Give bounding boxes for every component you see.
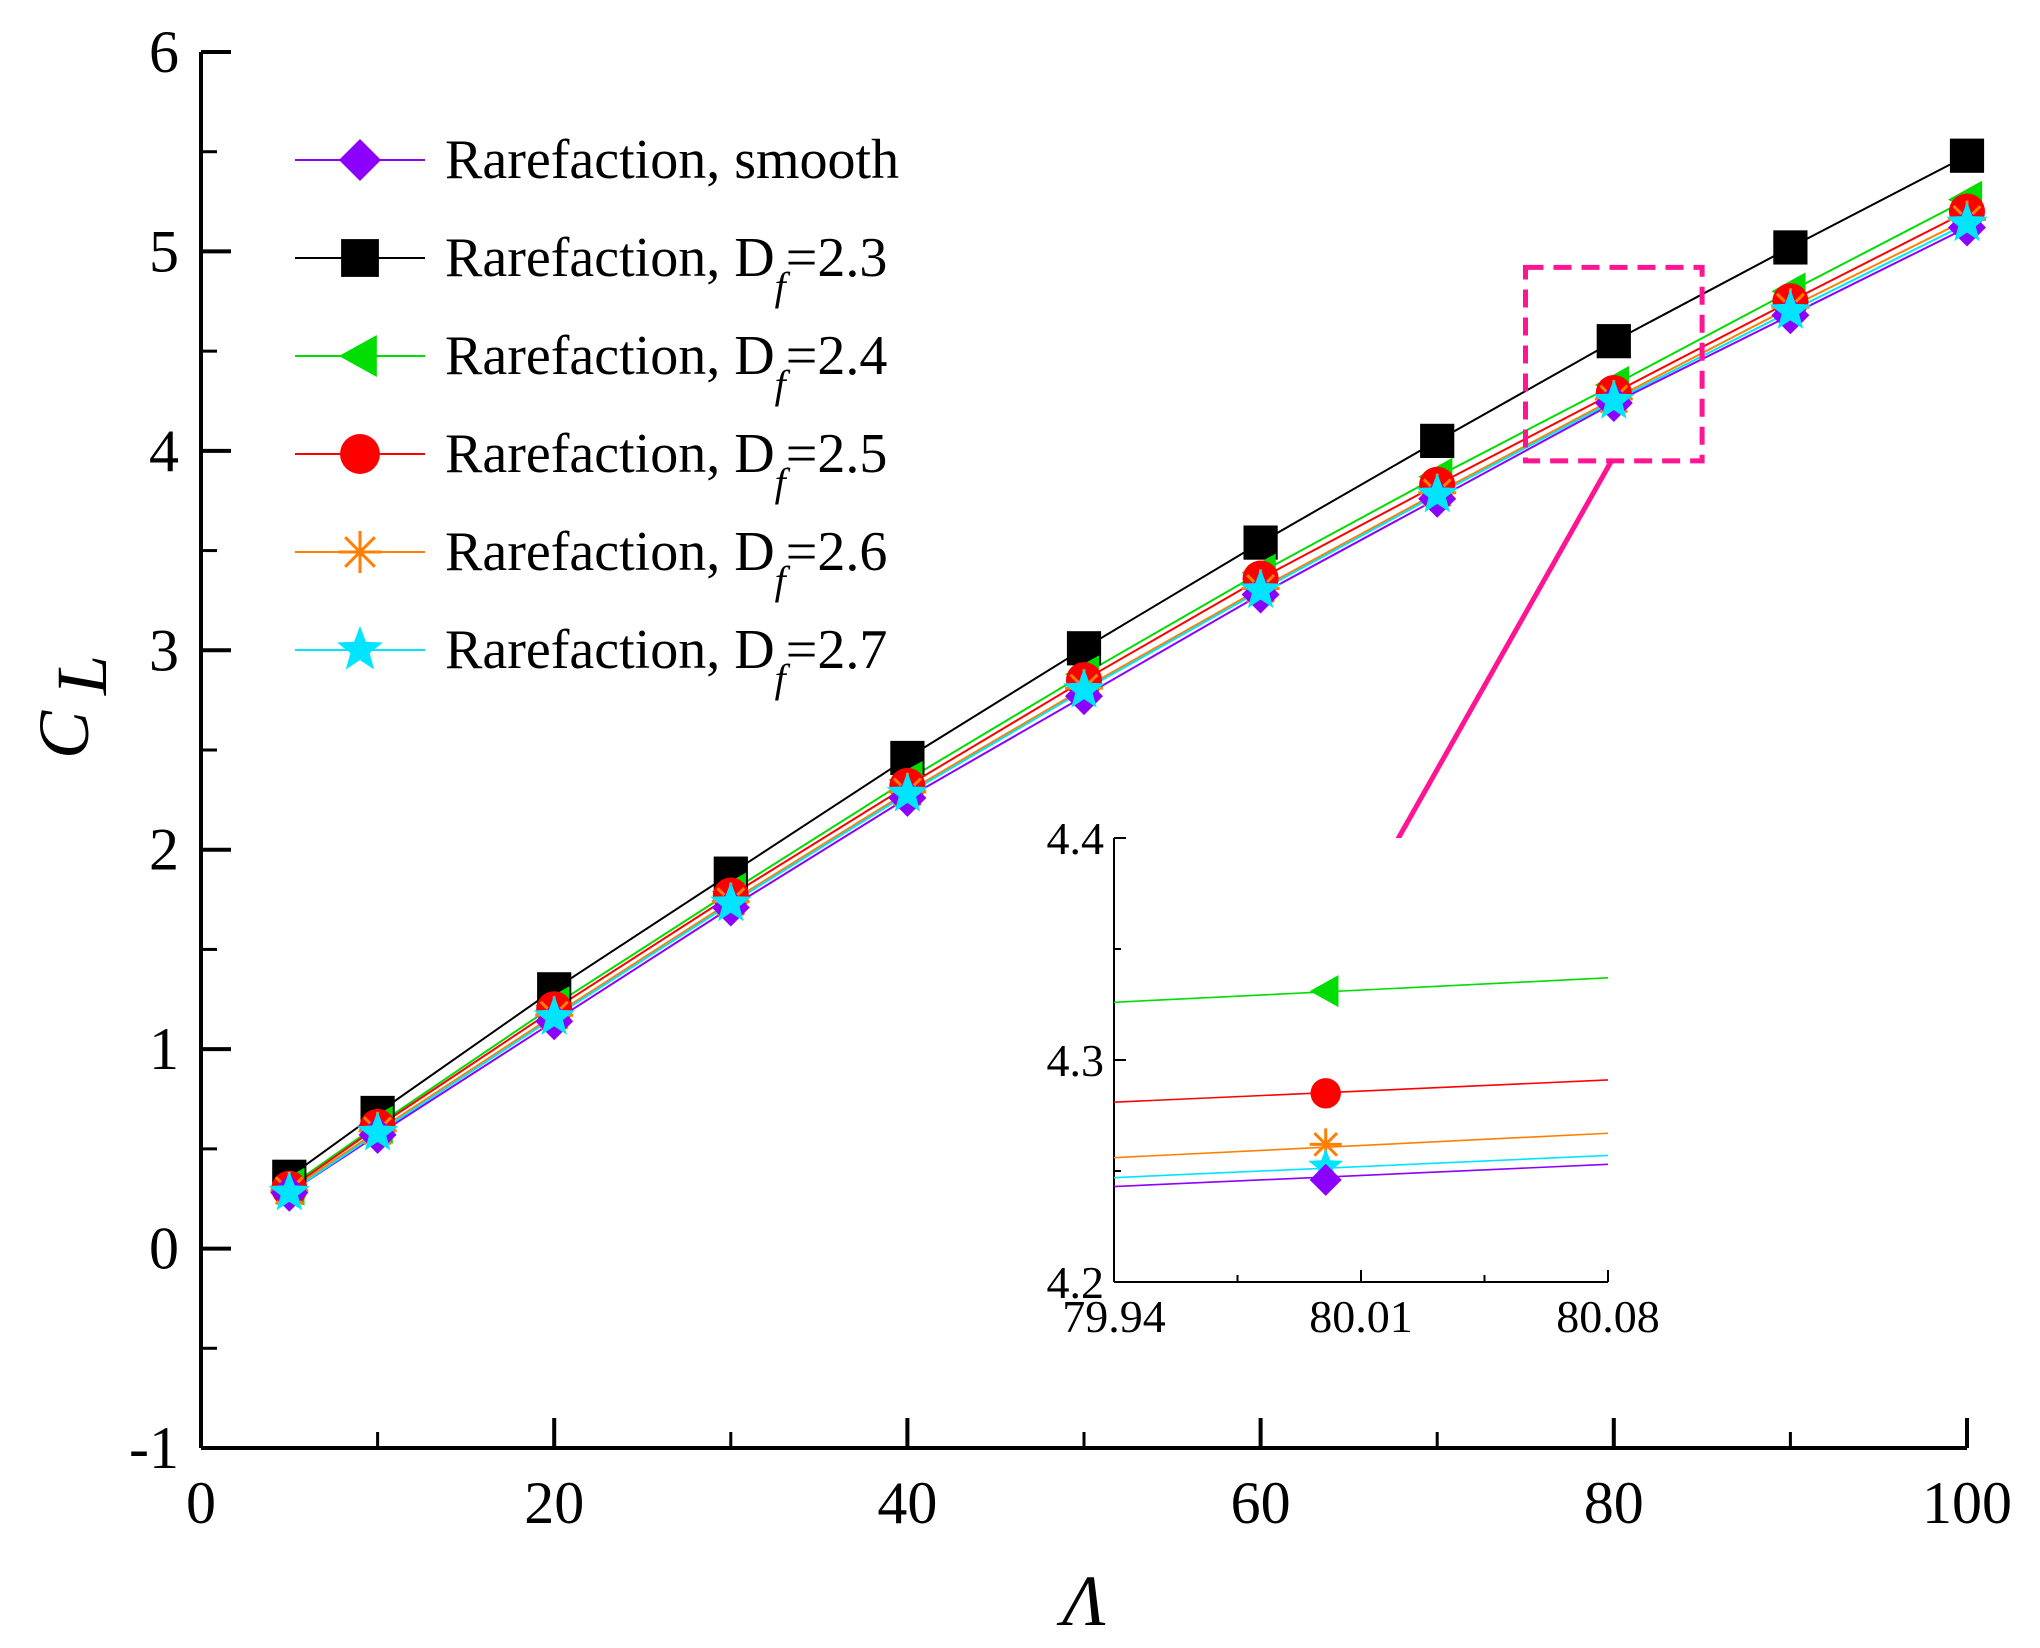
inset-x-tick-label: 80.01 [1309,1291,1413,1342]
x-tick-label: 60 [1231,1470,1291,1536]
y-tick-label: 4 [149,418,179,484]
data-point [268,1170,311,1211]
legend-label: Rarefaction, Df=2.3 [445,227,887,309]
inset-data-point [1309,1163,1342,1196]
inset-series-line [1113,1132,1609,1159]
legend-label: Rarefaction, Df=2.5 [445,423,887,505]
legend-label: Rarefaction, smooth [445,129,899,191]
legend-label-suffix: =2.5 [786,423,888,485]
legend-label: Rarefaction, Df=2.4 [445,325,887,407]
inset-series-line [1113,977,1609,1004]
inset-series-line [1113,1079,1609,1103]
legend-label-prefix: Rarefaction, D [445,619,775,681]
y-tick-label: 0 [149,1216,179,1282]
inset-data-point [1309,1128,1342,1161]
legend-marker-stroke [344,536,376,568]
legend-label-prefix: Rarefaction, D [445,423,775,485]
data-point [710,881,752,922]
legend-label-suffix: =2.7 [786,619,888,681]
data-point [886,772,929,812]
data-point [1420,423,1455,458]
inset-y-tick-label: 4.2 [1047,1257,1105,1308]
legend-label-suffix: =2.4 [786,325,888,387]
legend-entry: Rarefaction, Df=2.7 [295,619,887,701]
inset-series-line [1113,1154,1609,1179]
legend-marker [337,625,383,670]
data-point [356,1111,399,1151]
inset-series-line [1113,1163,1609,1188]
legend-label: Rarefaction, Df=2.7 [445,619,887,701]
legend-entry: Rarefaction, Df=2.4 [295,325,887,407]
y-tick-label: 1 [149,1016,179,1082]
data-point [533,995,575,1035]
legend-label-prefix: Rarefaction, smooth [445,129,899,191]
inset-data-point [1309,975,1339,1008]
inset-data-point-stroke [1313,1131,1339,1157]
legend-entry: Rarefaction, Df=2.3 [295,227,887,309]
inset-data-point [1310,1078,1341,1109]
y-axis-title-main: C [24,710,104,759]
legend-marker [341,239,379,277]
x-tick-label: 100 [1922,1470,2012,1536]
data-point [1243,525,1278,560]
y-axis-title: CL [24,655,122,759]
legend-label-prefix: Rarefaction, D [445,325,775,387]
zoom-box [1523,264,1705,464]
inset-plot: 4.2 4.3 4.4 79.94 80.01 80.08 [1047,813,1660,1342]
legend-label: Rarefaction, Df=2.6 [445,521,887,603]
x-tick-label: 0 [186,1470,216,1536]
legend-entry: Rarefaction, Df=2.5 [295,423,887,505]
y-tick-label: 5 [149,218,179,284]
inset-background [1114,838,1608,1282]
data-point [1596,324,1631,359]
data-point [1949,138,1985,173]
y-tick-label: 6 [149,19,179,85]
legend-marker [339,139,381,181]
y-tick-label: -1 [129,1415,179,1481]
inset-x-tick-label: 79.94 [1062,1291,1166,1342]
data-point [1416,472,1458,513]
data-point [1769,289,1812,329]
legend-label-prefix: Rarefaction, D [445,521,775,583]
x-tick-label: 20 [524,1470,584,1536]
y-axis-title-sub: L [42,655,122,696]
legend-marker [339,335,377,377]
legend-entry: Rarefaction, Df=2.6 [295,521,887,603]
data-point [1946,201,1988,242]
legend-marker [340,434,380,474]
legend-marker [339,531,381,573]
x-tick-label: 40 [877,1470,937,1536]
y-tick-label: 3 [149,617,179,683]
legend-label-prefix: Rarefaction, D [445,227,775,289]
inset-y-tick-label: 4.3 [1047,1035,1105,1086]
legend-label-suffix: =2.6 [786,521,888,583]
inset-y-tick-label: 4.4 [1047,813,1105,864]
y-tick-label: 2 [149,817,179,883]
data-point [1239,568,1282,609]
x-axis-title: Λ [1056,1561,1106,1641]
inset-x-tick-label: 80.08 [1556,1291,1660,1342]
data-point [1593,379,1635,419]
data-point [1773,230,1808,265]
x-tick-label: 80 [1584,1470,1644,1536]
legend-entry: Rarefaction, smooth [295,129,899,191]
legend-label-suffix: =2.3 [786,227,888,289]
data-point [1063,668,1105,708]
